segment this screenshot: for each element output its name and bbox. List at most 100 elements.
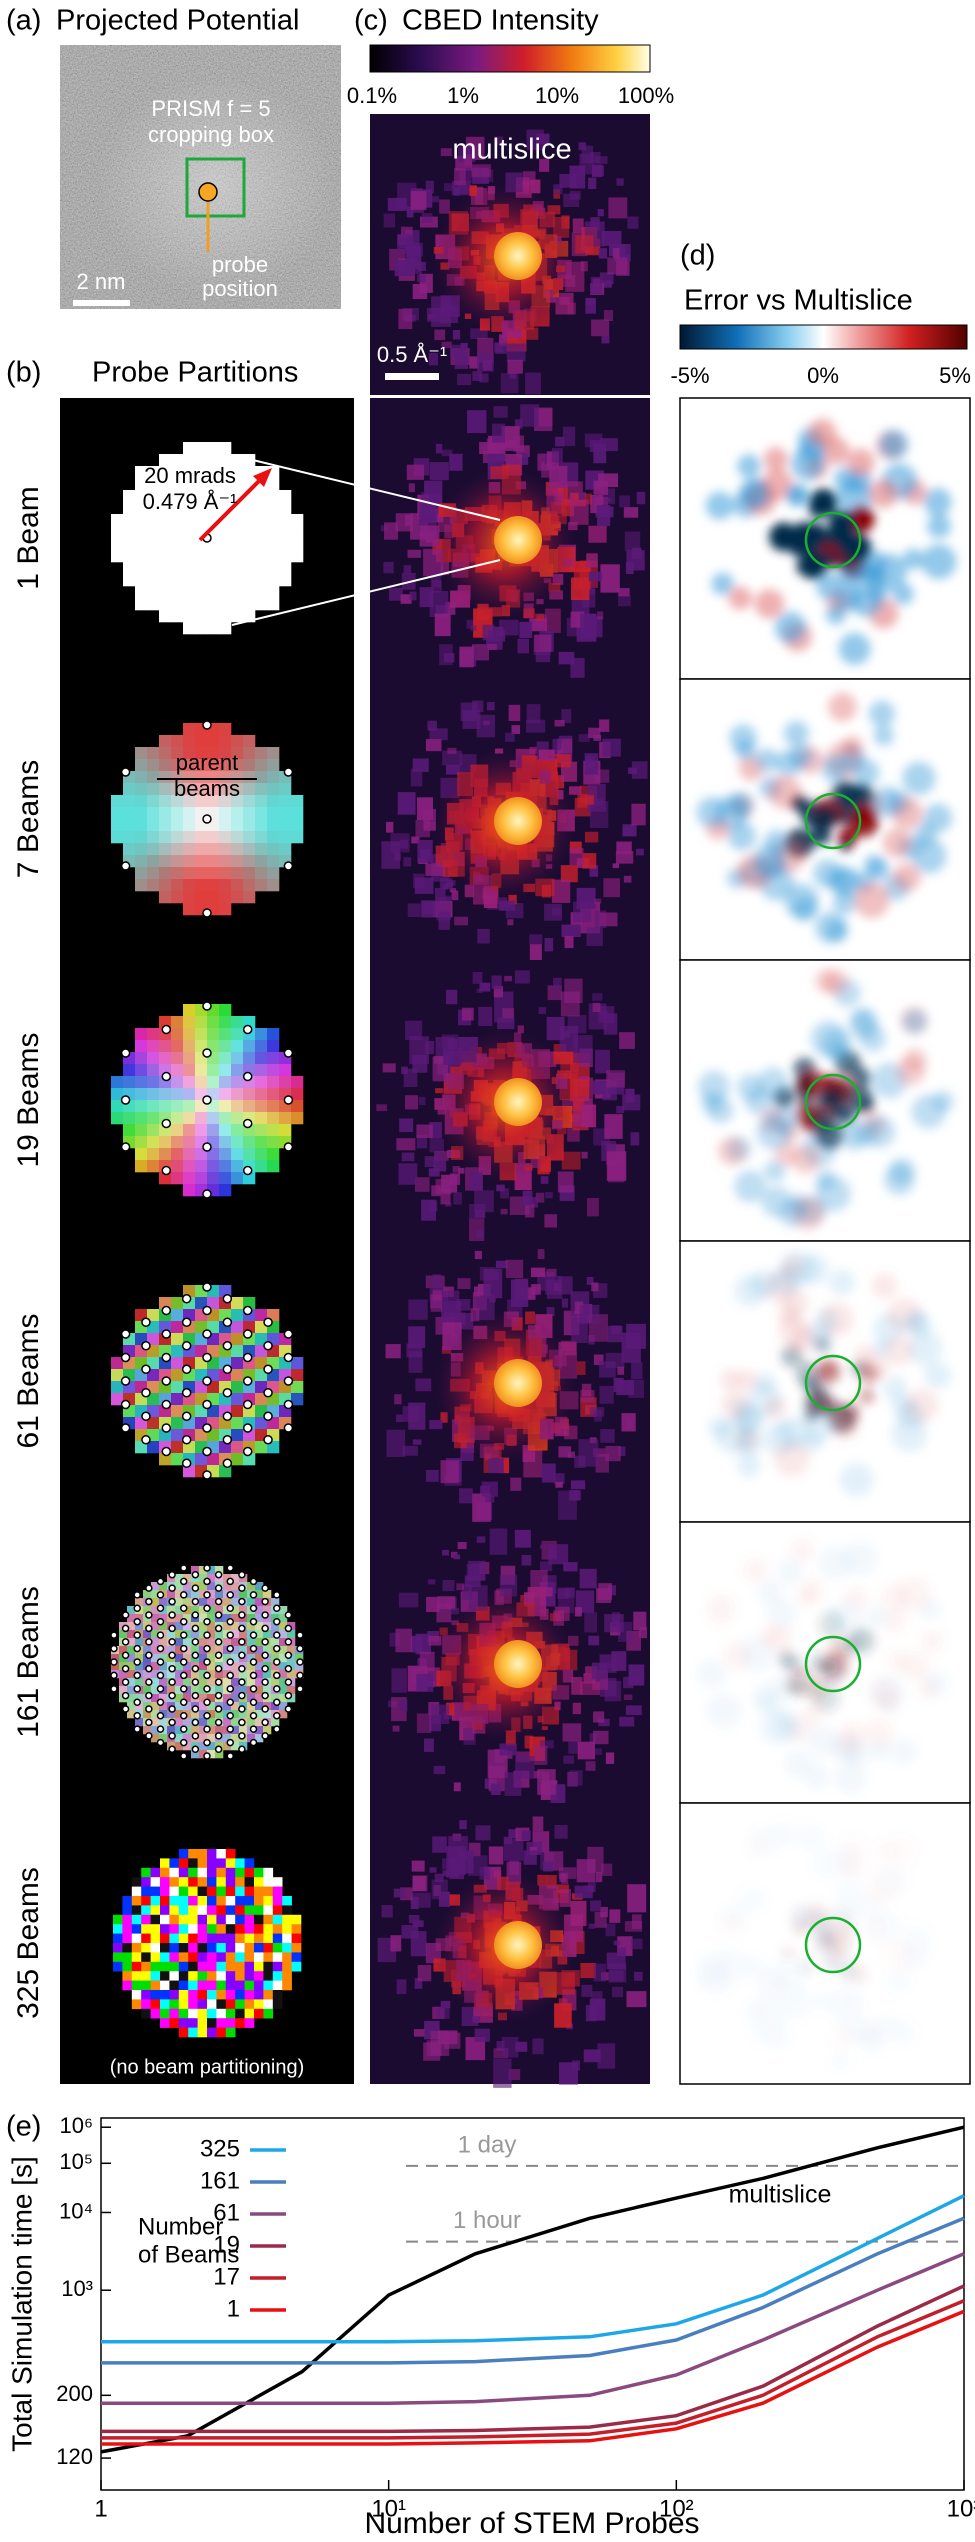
- cbed-speckle: [554, 1473, 565, 1485]
- partition-pixel: [235, 2018, 245, 2028]
- partition-pixel: [216, 1858, 227, 1869]
- cbed-speckle: [434, 1150, 443, 1162]
- partition-pixel: [150, 1896, 161, 1906]
- parent-beam: [226, 1725, 235, 1733]
- cbed-speckle: [376, 1104, 388, 1112]
- cbed-speckle: [403, 857, 412, 867]
- parent-beam: [161, 1024, 172, 1035]
- parent-beam: [238, 1745, 246, 1754]
- cbed-speckle: [599, 272, 614, 285]
- partition-pixel: [197, 2027, 208, 2038]
- cbed-speckle: [401, 1925, 419, 1939]
- partition-pixel: [160, 1943, 170, 1953]
- partition-pixel: [175, 1598, 184, 1607]
- partition-pixel: [150, 1971, 161, 1981]
- cbed-speckle: [445, 1870, 459, 1878]
- error-blotch: [886, 1969, 911, 1994]
- partition-pixel: [231, 1638, 240, 1647]
- partition-pixel: [199, 1630, 208, 1639]
- cbed-speckle: [551, 448, 563, 463]
- cbed-speckle: [608, 197, 628, 219]
- parent-beam: [214, 1745, 223, 1754]
- partition-pixel: [215, 1686, 224, 1695]
- partition-pixel: [255, 1052, 268, 1065]
- partition-pixel: [159, 735, 172, 748]
- parent-beam: [156, 1604, 165, 1613]
- cbed-speckle: [415, 1633, 431, 1655]
- error-blotch: [755, 748, 779, 772]
- cbed-speckle: [584, 1885, 595, 1893]
- cbed-speckle: [429, 196, 439, 203]
- partition-pixel: [282, 1924, 292, 1934]
- error-frame: [679, 1802, 971, 2085]
- partition-pixel: [231, 1333, 244, 1346]
- cbed-speckle: [388, 587, 403, 601]
- cbed-speckle: [554, 719, 565, 727]
- cbed-speckle: [593, 1711, 605, 1723]
- partition-pixel: [113, 1943, 123, 1953]
- partition-pixel: [147, 526, 160, 539]
- cbed-speckle: [540, 1561, 553, 1572]
- partition-pixel: [135, 574, 148, 587]
- cbed-speckle: [608, 1963, 627, 1983]
- cbed-speckle: [477, 928, 490, 944]
- partition-pixel: [151, 1702, 160, 1711]
- colorbar-label: 1%: [447, 83, 479, 108]
- cbed-speckle: [452, 1166, 461, 1173]
- partition-pixel: [183, 759, 196, 772]
- cbed-speckle: [493, 2058, 512, 2088]
- partition-pixel: [183, 466, 196, 479]
- partition-pixel: [159, 1638, 168, 1647]
- parent-beam: [179, 1631, 188, 1639]
- error-blotch: [706, 1693, 742, 1729]
- partition-pixel: [159, 1734, 168, 1743]
- error-blotch: [851, 1067, 871, 1088]
- partition-pixel: [282, 1933, 292, 1944]
- partition-pixel: [199, 1590, 208, 1599]
- partition-pixel: [178, 1877, 189, 1887]
- parent-beam: [249, 1685, 258, 1693]
- cbed-speckle: [504, 1772, 522, 1796]
- partition-pixel: [219, 478, 232, 491]
- partition-pixel: [197, 2008, 208, 2019]
- cbed-speckle: [470, 1171, 483, 1191]
- error-blotch: [879, 1583, 910, 1614]
- partition-pixel: [111, 1112, 124, 1125]
- cbed-speckle: [520, 404, 540, 427]
- partition-pixel: [141, 2008, 151, 2019]
- cbed-speckle: [601, 230, 622, 246]
- parent-beam: [283, 861, 294, 871]
- error-blotch: [806, 1417, 833, 1444]
- error-blotch: [765, 1598, 797, 1630]
- partition-pixel: [219, 1172, 232, 1185]
- cbed-speckle: [433, 1765, 446, 1775]
- partition-pixel: [271, 1638, 280, 1647]
- partition-pixel: [223, 1638, 232, 1647]
- partition-pixel: [255, 538, 268, 551]
- partition-pixel: [243, 538, 256, 551]
- cbed-speckle: [470, 1308, 480, 1322]
- partition-pixel: [243, 891, 256, 904]
- partition-pixel: [159, 1100, 172, 1113]
- partition-pixel: [175, 1662, 184, 1671]
- partition-pixel: [255, 1598, 264, 1607]
- partition-pixel: [244, 1896, 255, 1906]
- partition-pixel: [175, 1590, 184, 1599]
- partition-pixel: [159, 747, 172, 760]
- cbed-speckle: [470, 328, 488, 339]
- parent-beam: [226, 1698, 235, 1707]
- error-blotch: [811, 824, 832, 845]
- parent-beam: [145, 1624, 153, 1633]
- error-blotch: [904, 1388, 939, 1423]
- error-blotch: [789, 1537, 815, 1563]
- partition-pixel: [239, 1686, 248, 1695]
- partition-pixel: [207, 598, 220, 611]
- partition-pixel: [291, 1357, 304, 1370]
- cbed-speckle: [561, 1298, 568, 1308]
- cbed-speckle: [628, 767, 638, 774]
- partition-pixel: [291, 1112, 304, 1125]
- partition-pixel: [171, 1172, 184, 1185]
- partition-pixel: [175, 1614, 184, 1623]
- partition-pixel: [127, 1622, 136, 1631]
- partition-pixel: [171, 1076, 184, 1089]
